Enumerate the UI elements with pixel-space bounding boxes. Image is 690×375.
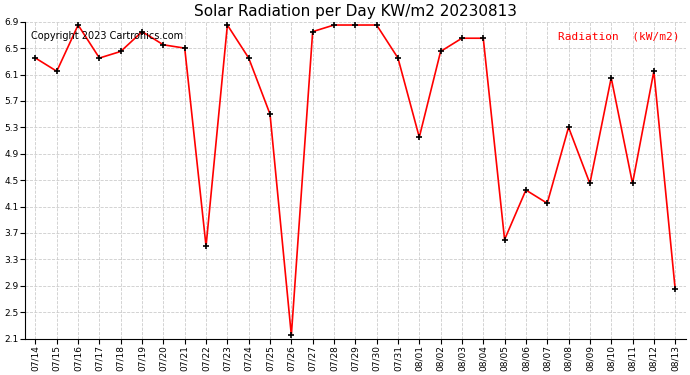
Text: Radiation  (kW/m2): Radiation (kW/m2)	[558, 31, 679, 41]
Title: Solar Radiation per Day KW/m2 20230813: Solar Radiation per Day KW/m2 20230813	[194, 4, 517, 19]
Text: Copyright 2023 Cartronics.com: Copyright 2023 Cartronics.com	[32, 31, 184, 41]
